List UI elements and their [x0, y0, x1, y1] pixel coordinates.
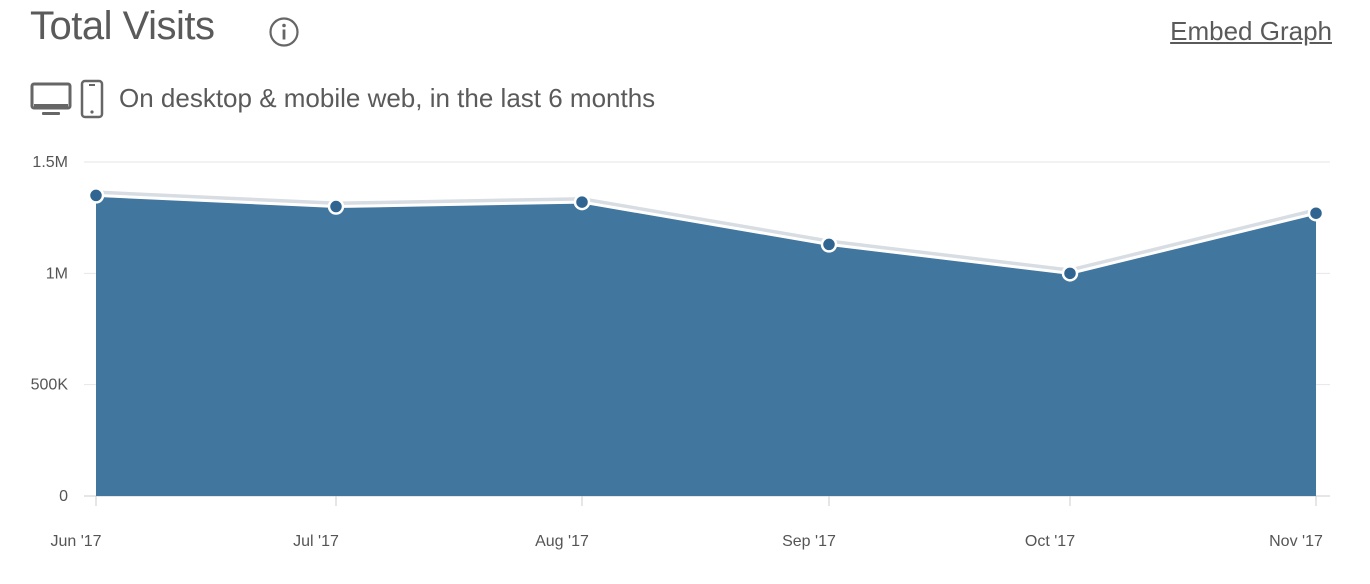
x-tick-label: Nov '17	[1269, 533, 1323, 550]
y-tick-label: 1M	[46, 265, 68, 282]
y-tick-label: 500K	[31, 377, 69, 394]
x-tick-label: Sep '17	[782, 533, 836, 550]
embed-graph-link[interactable]: Embed Graph	[1170, 16, 1332, 46]
x-tick-label: Aug '17	[535, 533, 589, 550]
data-point	[1307, 204, 1325, 222]
desktop-icon	[30, 82, 72, 115]
data-point	[820, 236, 838, 253]
series-line-shadow	[95, 190, 1317, 275]
data-point	[87, 187, 105, 204]
y-tick-label: 0	[59, 488, 68, 505]
x-tick-label: Jun '17	[50, 533, 101, 550]
series-line	[95, 193, 1317, 275]
data-point	[1061, 265, 1079, 282]
area-fill	[96, 195, 1316, 496]
header: Total Visits Embed Graph	[30, 0, 1332, 60]
data-point	[327, 198, 345, 215]
info-icon[interactable]	[268, 16, 300, 48]
page-title: Total Visits	[30, 4, 215, 48]
y-tick-label: 1.5M	[32, 154, 68, 171]
x-tick-label: Oct '17	[1025, 533, 1075, 550]
data-point	[573, 193, 591, 211]
x-tick-label: Jul '17	[293, 533, 339, 550]
subtitle-text: On desktop & mobile web, in the last 6 m…	[119, 83, 656, 113]
mobile-icon	[80, 79, 104, 119]
total-visits-chart: 0 500K 1M 1.5M Jun '17 Jul '17 Aug '17 Sep '17 O…	[31, 154, 1330, 550]
